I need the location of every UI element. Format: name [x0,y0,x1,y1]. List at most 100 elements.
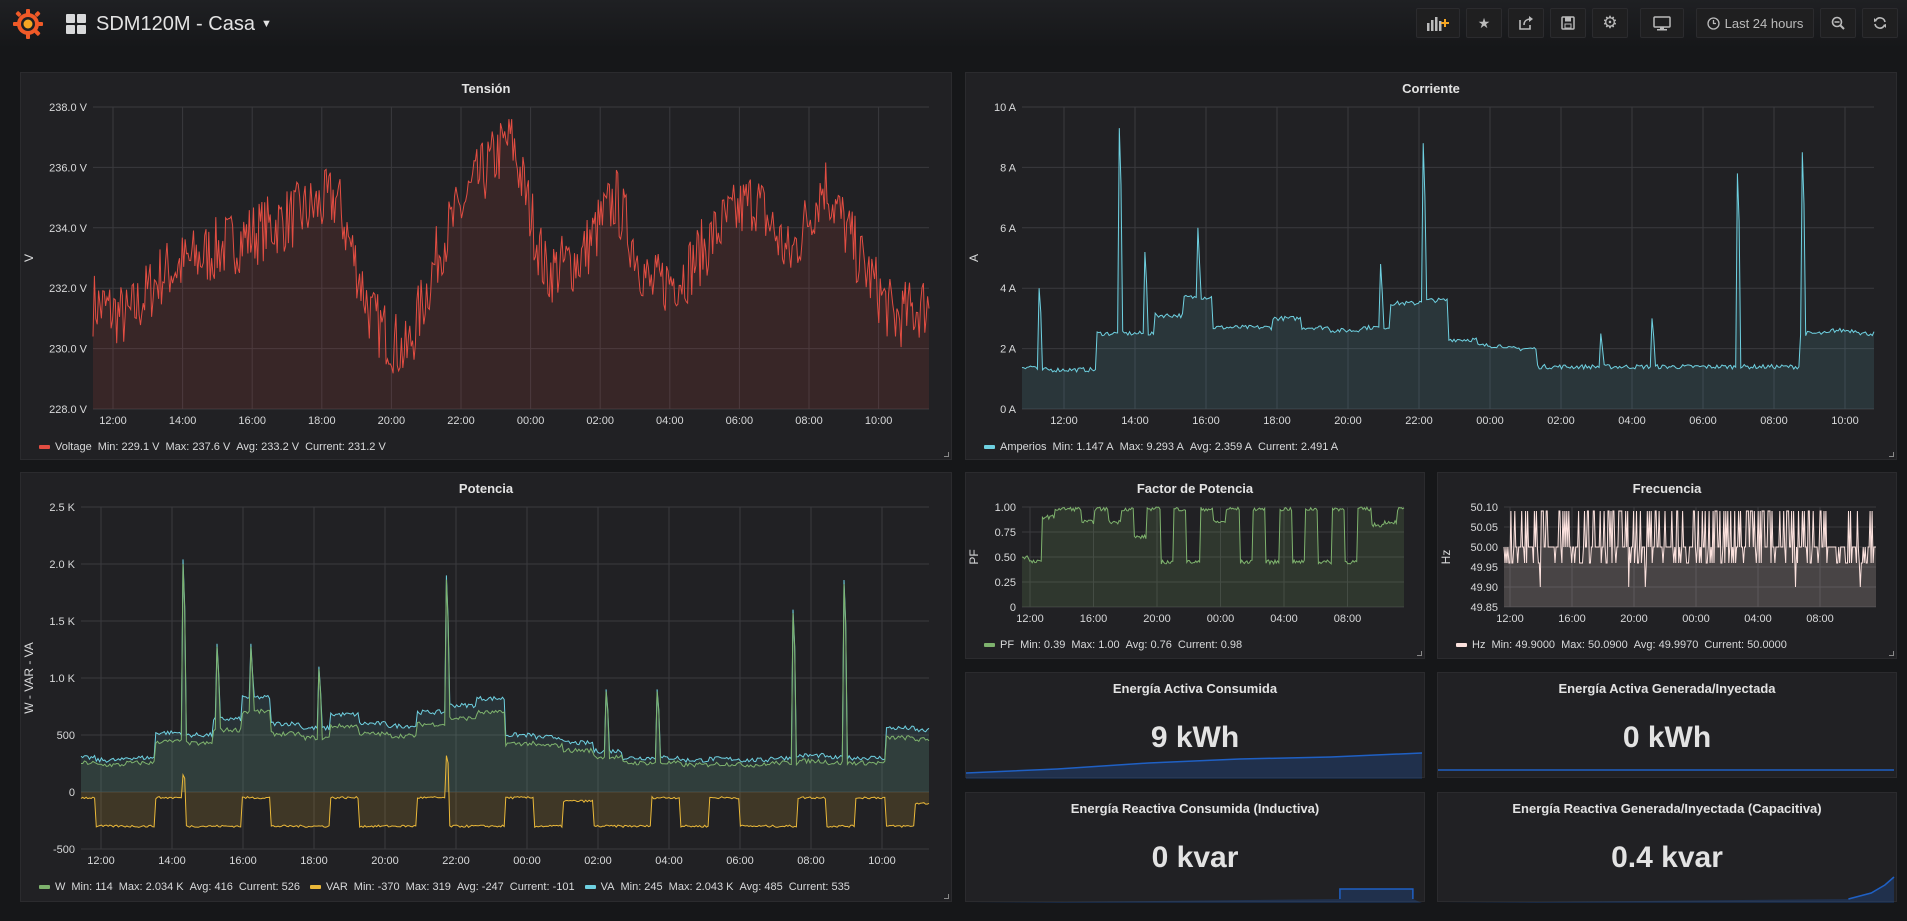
power-graph[interactable]: 2.5 K 2.0 K 1.5 K 1.0 K 500 0 -500 12:00 14:00 16… [21,473,953,873]
panel-energia-reactiva-consumida[interactable]: Energía Reactiva Consumida (Inductiva) 0… [965,792,1425,903]
legend-avg: Avg: 0.76 [1125,639,1172,651]
time-picker-button[interactable]: Last 24 hours [1696,8,1814,38]
legend-item-va[interactable]: VA Min: 245 Max: 2.043 K Avg: 485 Curren… [584,881,850,893]
y-tick-label: 50.05 [1470,522,1498,534]
legend-current: Current: -101 [509,881,575,893]
x-tick-label: 08:00 [1760,415,1788,427]
x-tick-label: 20:00 [1620,613,1648,625]
legend-min: Min: 0.39 [1020,639,1066,651]
x-tick-label: 22:00 [442,855,470,867]
y-tick-label: 50.00 [1470,542,1498,554]
resize-handle[interactable] [944,452,949,457]
save-dashboard-button[interactable] [1550,8,1586,38]
x-tick-label: 00:00 [1207,613,1235,625]
legend-series-name: Amperios [1000,441,1047,453]
legend-min: Min: 114 [71,881,113,893]
x-tick-label: 08:00 [795,415,823,427]
star-dashboard-button[interactable]: ★ [1466,8,1502,38]
panel-title[interactable]: Energía Reactiva Consumida (Inductiva) [1070,801,1320,816]
panel-title[interactable]: Energía Reactiva Generada/Inyectada (Cap… [1512,801,1822,816]
dashboard-settings-button[interactable]: ⚙ [1592,8,1628,38]
monitor-icon [1653,15,1671,30]
y-axis-label: A [967,254,981,262]
x-tick-label: 08:00 [797,855,825,867]
legend-item-pf[interactable]: PF Min: 0.39 Max: 1.00 Avg: 0.76 Current… [984,639,1242,651]
x-tick-label: 16:00 [238,415,266,427]
add-panel-button[interactable] [1416,8,1460,38]
panel-factor-potencia[interactable]: Factor de Potencia 1.00 0.75 0.50 0.25 0 12:0… [965,472,1425,659]
legend-max: Max: 2.034 K [118,881,184,893]
caret-down-icon: ▼ [260,18,272,30]
legend-current: Current: 0.98 [1177,639,1243,651]
current-graph[interactable]: 10 A 8 A 6 A 4 A 2 A 0 A 12:00 14:00 16:00 18:00 2… [966,73,1898,433]
panel-title[interactable]: Frecuencia [1632,481,1702,496]
panel-title[interactable]: Energía Activa Generada/Inyectada [1558,681,1776,696]
panel-title[interactable]: Tensión [461,81,511,96]
x-tick-label: 08:00 [1806,613,1834,625]
grafana-logo-icon[interactable] [12,8,44,40]
y-tick-label: 10 A [994,102,1017,114]
y-tick-label: -500 [53,844,75,856]
zoom-out-button[interactable] [1820,8,1856,38]
x-tick-label: 18:00 [308,415,336,427]
panel-title[interactable]: Corriente [1402,81,1460,96]
panel-energia-activa-consumida[interactable]: Energía Activa Consumida 9 kWh [965,672,1425,779]
legend-item-w[interactable]: W Min: 114 Max: 2.034 K Avg: 416 Current… [39,881,300,893]
star-icon: ★ [1477,14,1491,31]
x-tick-label: 00:00 [517,415,545,427]
panel-potencia[interactable]: Potencia 2.5 K 2.0 K 1.5 K 1.0 K 500 0 -500 12:… [20,472,952,902]
panel-tension[interactable]: Tensión 238.0 V 236.0 V 234.0 V 232.0 V 230.… [20,72,952,460]
legend-max: Max: 237.6 V [165,441,231,453]
legend-current: Current: 526 [238,881,300,893]
legend-swatch [584,885,596,889]
view-mode-button[interactable] [1640,8,1684,38]
legend-min: Min: 49.9000 [1491,639,1556,651]
x-tick-label: 10:00 [868,855,896,867]
x-tick-label: 06:00 [726,855,754,867]
x-tick-label: 02:00 [586,415,614,427]
legend-item-hz[interactable]: Hz Min: 49.9000 Max: 50.0900 Avg: 49.997… [1456,639,1787,651]
voltage-graph[interactable]: 238.0 V 236.0 V 234.0 V 232.0 V 230.0 V 228.0… [21,73,953,433]
legend-swatch [1456,643,1467,647]
legend-item-voltage[interactable]: Voltage Min: 229.1 V Max: 237.6 V Avg: 2… [39,441,386,453]
x-tick-label: 12:00 [1016,613,1044,625]
legend-item-var[interactable]: VAR Min: -370 Max: 319 Avg: -247 Current… [309,881,575,893]
sparkline-line [1339,888,1414,899]
panel-title[interactable]: Energía Activa Consumida [1112,681,1278,696]
share-dashboard-button[interactable] [1508,8,1544,38]
x-tick-label: 10:00 [1831,415,1859,427]
x-tick-label: 08:00 [1334,613,1362,625]
legend-avg: Avg: 416 [189,881,233,893]
legend-avg: Avg: 233.2 V [236,441,300,453]
refresh-button[interactable] [1862,8,1898,38]
panel-title[interactable]: Factor de Potencia [1136,481,1254,496]
panel-energia-reactiva-generada[interactable]: Energía Reactiva Generada/Inyectada (Cap… [1437,792,1897,903]
y-tick-label: 2.5 K [49,502,75,514]
legend-item-amperios[interactable]: Amperios Min: 1.147 A Max: 9.293 A Avg: … [984,441,1338,453]
power-factor-graph[interactable]: 1.00 0.75 0.50 0.25 012:00 16:00 20:00 00:00 04:… [966,473,1426,638]
panel-frecuencia[interactable]: Frecuencia 50.10 50.05 50.00 49.95 49.90 49.8… [1437,472,1897,659]
x-tick-label: 00:00 [1682,613,1710,625]
voltage-series-line [92,119,930,374]
legend-avg: Avg: 485 [739,881,783,893]
x-tick-label: 12:00 [1496,613,1524,625]
resize-handle[interactable] [1889,651,1894,656]
resize-handle[interactable] [1417,651,1422,656]
dashboard-picker[interactable]: SDM120M - Casa ▼ [66,9,272,39]
sparkline [966,888,1422,903]
x-tick-label: 16:00 [1558,613,1586,625]
sparkline-line [1848,876,1895,900]
y-axis-label: Hz [1439,550,1453,565]
resize-handle[interactable] [944,894,949,899]
panel-energia-activa-generada[interactable]: Energía Activa Generada/Inyectada 0 kWh [1437,672,1897,778]
legend-series-name: VAR [325,881,348,893]
x-tick-label: 18:00 [300,855,328,867]
x-tick-label: 04:00 [1744,613,1772,625]
panel-title[interactable]: Potencia [458,481,514,496]
legend-max: Max: 2.043 K [668,881,734,893]
resize-handle[interactable] [1889,452,1894,457]
y-tick-label: 50.10 [1470,502,1498,514]
graph-legend: PF Min: 0.39 Max: 1.00 Avg: 0.76 Current… [984,639,1252,651]
